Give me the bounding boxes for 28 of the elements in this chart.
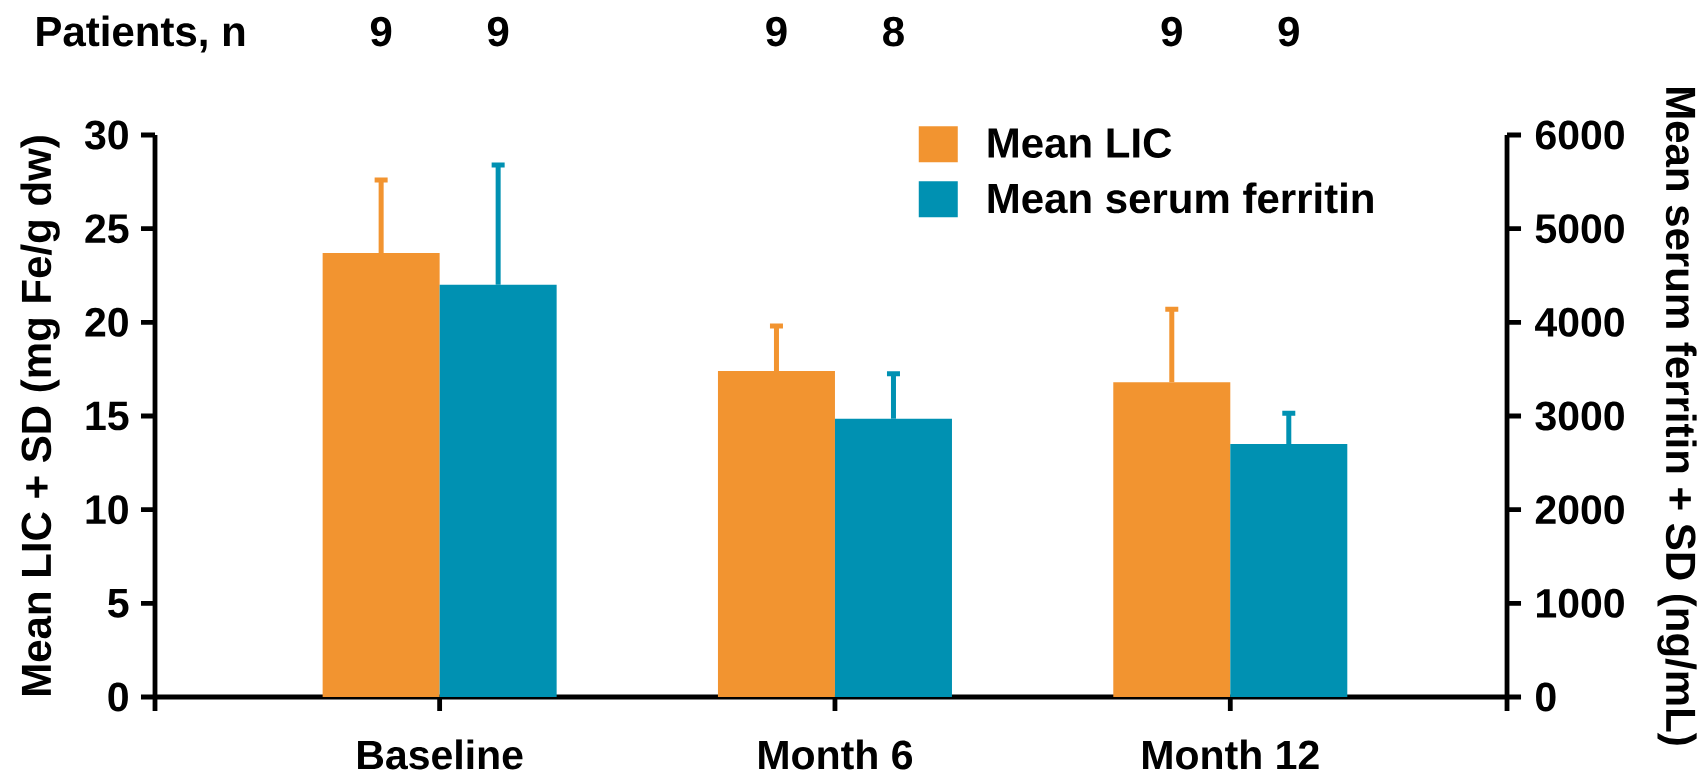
text: 9	[487, 16, 509, 47]
y2-tick-label: 1000	[1537, 588, 1624, 618]
y2-tick-label: 2000	[1535, 495, 1624, 525]
y-tick-label: 30	[84, 120, 128, 150]
text: 9	[1278, 16, 1299, 47]
y-tick-label: 25	[85, 214, 129, 244]
y2-tick-label: 6000	[1535, 120, 1624, 150]
text: Patients, n	[37, 15, 245, 53]
x-tick-label: Baseline	[358, 739, 523, 770]
legend-label: Mean serum ferritin	[988, 182, 1373, 214]
y2-tick-label: 0	[1536, 682, 1556, 712]
y-tick-label: 10	[86, 495, 128, 525]
x-tick-label: Month 12	[1143, 739, 1319, 770]
text: 9	[370, 16, 392, 47]
y2-tick-label: 4000	[1535, 307, 1624, 337]
text: 9	[766, 16, 787, 47]
y2-axis-title: Mean serum ferritin + SD (ng/mL)	[1657, 88, 1697, 745]
y-tick-label: 20	[85, 307, 128, 337]
y-tick-label: 5	[108, 589, 129, 618]
x-tick-label: Month 6	[759, 739, 913, 770]
legend-label: Mean LIC	[988, 128, 1172, 158]
y-axis-title: Mean LIC + SD (mg Fe/g dw)	[20, 136, 60, 695]
y-tick-label: 0	[108, 682, 128, 712]
text: 8	[883, 16, 904, 47]
y2-tick-label: 3000	[1535, 401, 1624, 431]
y-tick-label: 15	[86, 401, 129, 431]
y2-tick-label: 5000	[1535, 214, 1624, 244]
text: 9	[1161, 16, 1182, 47]
